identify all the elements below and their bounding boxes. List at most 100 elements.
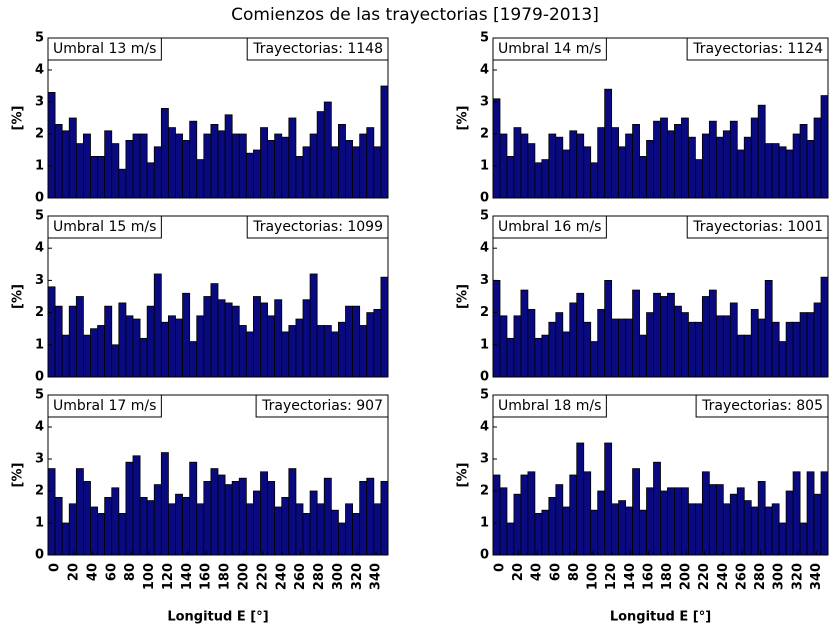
bar [90, 506, 98, 556]
bar [338, 124, 346, 199]
y-tick-label: 4 [480, 241, 489, 256]
y-tick-label: 5 [35, 31, 44, 46]
x-tick-label: 300 [772, 563, 787, 590]
bar [61, 130, 70, 199]
bar [196, 159, 205, 199]
bar [295, 503, 304, 556]
y-tick-label: 4 [480, 420, 489, 435]
x-tick-label: 100 [586, 563, 601, 590]
bar [309, 133, 318, 199]
bar [736, 149, 745, 199]
plot-frame [47, 215, 389, 378]
bar [604, 279, 613, 378]
x-tick-label: 120 [161, 563, 176, 590]
x-tick-label: 220 [255, 563, 270, 590]
bar [118, 513, 127, 556]
bar [380, 480, 389, 556]
x-tick-label: 160 [641, 563, 656, 590]
bar [548, 321, 557, 378]
bar [520, 133, 529, 199]
x-tick-label: 140 [180, 563, 195, 590]
bar [729, 493, 738, 556]
bar [527, 308, 536, 378]
annotation: Trayectorias: 1148 [252, 41, 383, 57]
x-tick-label: 160 [199, 563, 214, 590]
bar [182, 139, 191, 199]
bar [160, 452, 169, 556]
bar [132, 455, 141, 556]
bar [316, 111, 325, 199]
bar [694, 321, 703, 378]
bar [260, 127, 268, 199]
bar [338, 522, 346, 556]
label-box [47, 215, 162, 239]
bar [146, 162, 155, 199]
bar [736, 334, 745, 378]
bar [722, 315, 731, 378]
bar [288, 468, 297, 556]
bar [168, 503, 176, 556]
bar [97, 513, 106, 556]
x-tick-label: 180 [218, 563, 233, 590]
bar [604, 88, 613, 199]
panel-label: Umbral 16 m/s [498, 219, 601, 235]
x-tick-label: 280 [312, 563, 327, 590]
bar [569, 474, 578, 556]
x-tick-label: 220 [697, 563, 712, 590]
y-tick-label: 2 [35, 484, 44, 499]
bar [189, 341, 198, 378]
bar [792, 321, 801, 378]
bar [160, 321, 169, 378]
y-tick-label: 5 [480, 388, 489, 403]
plot-frame [47, 37, 389, 199]
y-tick-label: 3 [35, 273, 44, 288]
bar [513, 127, 522, 199]
bar [153, 146, 162, 199]
bar [806, 471, 815, 556]
bar [68, 503, 77, 556]
x-tick-label: 100 [142, 563, 157, 590]
bar [674, 124, 682, 199]
bar [548, 496, 557, 556]
bar [534, 162, 543, 199]
bar [611, 318, 620, 378]
x-tick-label: 200 [679, 563, 694, 590]
bar [639, 334, 647, 378]
bar [632, 124, 640, 199]
bar [309, 273, 318, 378]
bar [168, 127, 176, 199]
y-tick-label: 1 [35, 337, 44, 352]
bar [513, 493, 522, 556]
y-tick-label: 0 [480, 548, 489, 563]
y-tick-label: 3 [35, 452, 44, 467]
bar [583, 321, 592, 378]
bar [625, 318, 633, 378]
bar [366, 127, 375, 199]
label-box [492, 37, 607, 61]
bar [785, 490, 794, 556]
bar [681, 487, 689, 556]
bar [611, 127, 620, 199]
bar [576, 133, 585, 199]
bar [295, 155, 304, 199]
y-axis-label: [%] [456, 284, 471, 309]
bar [541, 334, 550, 378]
bar [813, 493, 822, 556]
bar [359, 133, 368, 199]
bar [492, 98, 501, 199]
bar [90, 328, 98, 378]
y-tick-label: 1 [35, 516, 44, 531]
bar [260, 471, 268, 556]
bar [210, 468, 219, 556]
bar [667, 130, 675, 199]
bar [260, 302, 268, 378]
bar [224, 484, 233, 556]
bar [302, 513, 311, 556]
bar [245, 331, 254, 378]
bar [245, 152, 254, 199]
bar [527, 471, 536, 556]
bar [708, 289, 717, 378]
bar [590, 509, 599, 556]
bar [771, 503, 780, 556]
bar [534, 337, 543, 378]
